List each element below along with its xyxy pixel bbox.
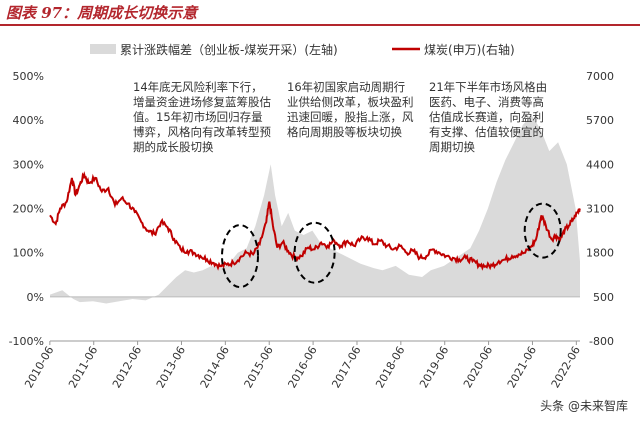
annotation-2016: 16年初国家启动周期行业供给侧改革，板块盈利迅速回暖，股指上涨，风格向周期股等板… <box>287 80 414 139</box>
legend: 累计涨跌幅差（创业板-煤炭开采）(左轴) 煤炭(申万)(右轴) <box>90 42 515 57</box>
x-tick-label: 2015-06 <box>242 344 276 390</box>
y-left-tick-label: -100% <box>9 335 44 348</box>
x-tick-label: 2010-06 <box>22 344 56 390</box>
y-right-tick-label: 7000 <box>586 70 614 83</box>
y-axis-right: -800 500 1800 3100 4400 5700 7000 <box>586 70 614 348</box>
x-tick-label: 2019-06 <box>417 344 451 390</box>
y-right-tick-label: 1800 <box>586 247 614 260</box>
line-series <box>49 171 581 271</box>
watermark: 头条 @未来智库 <box>536 396 632 415</box>
annotation-2021: 21年下半年市场风格由医药、电子、消费等高估值成长赛道，向盈利有支撑、估值较便宜… <box>429 80 547 154</box>
y-left-tick-label: 400% <box>13 114 44 127</box>
figure-title: 图表 97：周期成长切换示意 <box>6 4 198 22</box>
x-tick-label: 2016-06 <box>285 344 319 390</box>
y-axis-left: -100% 0% 100% 200% 300% 400% 500% <box>9 70 44 348</box>
y-left-tick-label: 100% <box>13 247 44 260</box>
x-tick-label: 2013-06 <box>154 344 188 390</box>
area-series <box>50 115 580 304</box>
highlight-ellipse-2021 <box>523 202 562 259</box>
title-divider <box>0 24 640 26</box>
x-tick-label: 2012-06 <box>110 344 144 390</box>
y-left-tick-label: 200% <box>13 203 44 216</box>
annotation-2015: 14年底无风险利率下行，增量资金进场修复蓝筹股估值。15年初市场回归存量博弈，风… <box>133 80 271 154</box>
chart-svg: 累计涨跌幅差（创业板-煤炭开采）(左轴) 煤炭(申万)(右轴) -100% 0% 1… <box>9 42 614 390</box>
legend-area-swatch <box>90 44 116 54</box>
x-tick-label: 2021-06 <box>505 344 539 390</box>
legend-area-label: 累计涨跌幅差（创业板-煤炭开采）(左轴) <box>120 42 338 57</box>
x-tick-label: 2014-06 <box>198 344 232 390</box>
chart-container: 累计涨跌幅差（创业板-煤炭开采）(左轴) 煤炭(申万)(右轴) -100% 0% 1… <box>0 26 640 421</box>
x-tick-label: 2011-06 <box>66 344 100 390</box>
y-left-tick-label: 500% <box>13 70 44 83</box>
y-right-tick-label: 500 <box>593 291 614 304</box>
x-tick-label: 2022-06 <box>549 344 583 390</box>
y-right-tick-label: 5700 <box>586 114 614 127</box>
x-tick-label: 2018-06 <box>373 344 407 390</box>
y-right-tick-label: 4400 <box>586 158 614 171</box>
y-left-tick-label: 300% <box>13 158 44 171</box>
x-tick-label: 2017-06 <box>329 344 363 390</box>
y-right-tick-label: 3100 <box>586 203 614 216</box>
y-right-tick-label: -800 <box>589 335 614 348</box>
legend-line-label: 煤炭(申万)(右轴) <box>424 42 515 57</box>
x-tick-label: 2020-06 <box>461 344 495 390</box>
x-axis: 2010-06 2011-06 2012-06 2013-06 2014-06 2015-… <box>22 340 583 390</box>
highlight-ellipse-2015 <box>221 224 259 289</box>
y-left-tick-label: 0% <box>27 291 44 304</box>
